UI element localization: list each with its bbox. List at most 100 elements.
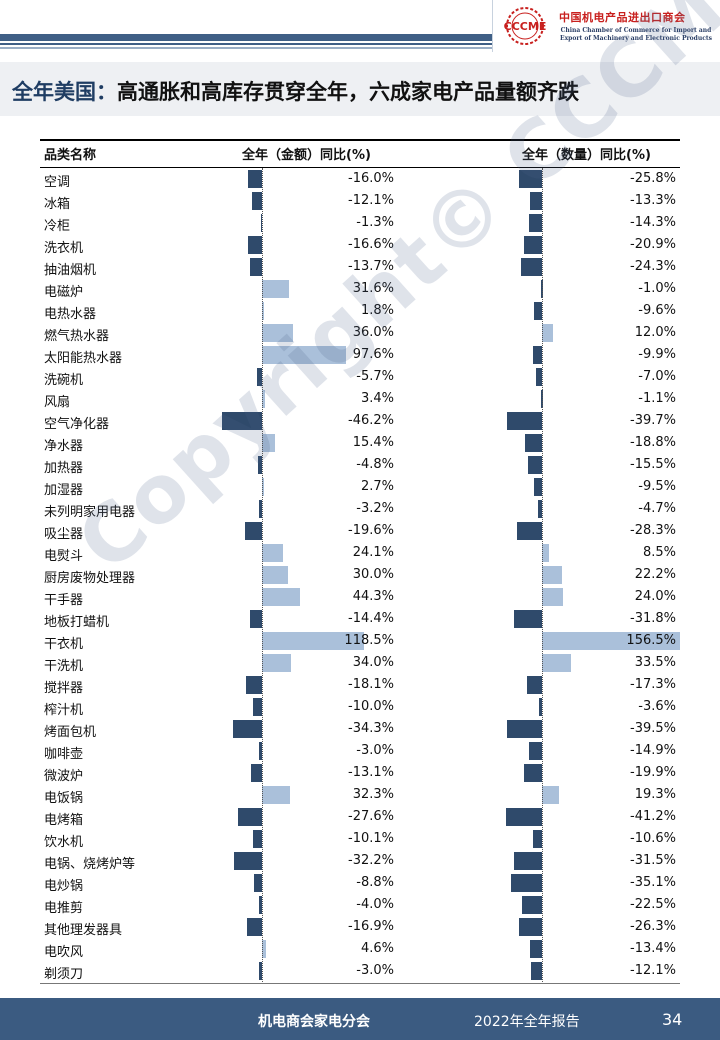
quantity-change: -41.2%: [630, 809, 676, 824]
value-change: -19.6%: [348, 523, 394, 538]
category-name: 电锅、烧烤炉等: [44, 857, 136, 872]
quantity-change: -9.5%: [638, 479, 676, 494]
value-change: -8.8%: [356, 875, 394, 890]
col-header-category: 品类名称: [44, 148, 97, 163]
value-bar: [260, 214, 263, 232]
quantity-bar: [519, 170, 542, 188]
quantity-bar: [528, 742, 542, 760]
table-row: 电饭锅 32.3% 19.3%: [40, 784, 680, 806]
value-bar: [262, 786, 290, 804]
quantity-change: -14.9%: [630, 743, 676, 758]
cccme-logo-icon: CCCME: [504, 7, 546, 45]
quantity-bar: [542, 786, 559, 804]
value-bar: [262, 940, 266, 958]
table-row: 电推剪 -4.0% -22.5%: [40, 894, 680, 916]
title-band: [0, 62, 720, 116]
category-name: 加湿器: [44, 483, 84, 498]
quantity-bar: [541, 390, 543, 408]
table-row: 干手器 44.3% 24.0%: [40, 586, 680, 608]
value-change: -3.0%: [356, 963, 394, 978]
table-row: 加热器 -4.8% -15.5%: [40, 454, 680, 476]
quantity-change: -19.9%: [630, 765, 676, 780]
quantity-bar: [533, 478, 542, 496]
table-row: 燃气热水器 36.0% 12.0%: [40, 322, 680, 344]
table-row: 烤面包机 -34.3% -39.5%: [40, 718, 680, 740]
quantity-bar: [538, 698, 542, 716]
title-prefix: 全年美国：: [12, 80, 117, 104]
value-bar: [262, 566, 288, 584]
category-name: 剃须刀: [44, 967, 84, 982]
quantity-change: 19.3%: [634, 787, 676, 802]
quantity-bar: [526, 676, 542, 694]
quantity-change: -17.3%: [630, 677, 676, 692]
value-bar: [262, 632, 364, 650]
value-change: -16.6%: [348, 237, 394, 252]
table-row: 其他理发器具 -16.9% -26.3%: [40, 916, 680, 938]
category-name: 吸尘器: [44, 527, 84, 542]
quantity-change: -31.5%: [630, 853, 676, 868]
category-name: 电烤箱: [44, 813, 84, 828]
value-bar: [259, 742, 262, 760]
table-row: 吸尘器 -19.6% -28.3%: [40, 520, 680, 542]
page-number: 34: [662, 1010, 683, 1029]
category-name: 搅拌器: [44, 681, 84, 696]
quantity-bar: [532, 830, 542, 848]
quantity-bar: [542, 654, 572, 672]
value-bar: [262, 324, 293, 342]
table-row: 洗碗机 -5.7% -7.0%: [40, 366, 680, 388]
value-change: -10.1%: [348, 831, 394, 846]
value-bar: [246, 676, 262, 694]
col-header-quantity: 全年（数量）同比(%): [522, 148, 651, 163]
value-change: 31.6%: [352, 281, 394, 296]
category-name: 电饭锅: [44, 791, 84, 806]
value-change: 4.6%: [360, 941, 394, 956]
value-change: 32.3%: [352, 787, 394, 802]
value-change: 2.7%: [360, 479, 394, 494]
table-row: 冰箱 -12.1% -13.3%: [40, 190, 680, 212]
quantity-bar: [518, 918, 542, 936]
value-change: -4.0%: [356, 897, 394, 912]
table-bottom-rule: [40, 983, 680, 984]
quantity-bar: [514, 610, 542, 628]
table-row: 电熨斗 24.1% 8.5%: [40, 542, 680, 564]
quantity-change: -35.1%: [630, 875, 676, 890]
quantity-bar: [524, 764, 542, 782]
value-change: -18.1%: [348, 677, 394, 692]
value-bar: [253, 830, 262, 848]
quantity-bar: [514, 852, 542, 870]
value-change: -13.7%: [348, 259, 394, 274]
quantity-bar: [535, 368, 542, 386]
table-row: 电热水器 1.8% -9.6%: [40, 300, 680, 322]
value-bar: [238, 808, 262, 826]
table-row: 电吹风 4.6% -13.4%: [40, 938, 680, 960]
quantity-bar: [517, 522, 542, 540]
quantity-change: 33.5%: [634, 655, 676, 670]
quantity-change: -25.8%: [630, 171, 676, 186]
quantity-bar: [541, 280, 543, 298]
value-change: -16.0%: [348, 171, 394, 186]
value-change: -14.4%: [348, 611, 394, 626]
value-change: -27.6%: [348, 809, 394, 824]
table-row: 洗衣机 -16.6% -20.9%: [40, 234, 680, 256]
category-name: 空调: [44, 175, 71, 190]
quantity-change: -20.9%: [630, 237, 676, 252]
value-bar: [262, 588, 301, 606]
table-row: 空调 -16.0% -25.8%: [40, 168, 680, 190]
page-title: 全年美国：高通胀和高库存贯穿全年，六成家电产品量额齐跌: [12, 76, 579, 106]
value-bar: [262, 346, 346, 364]
value-change: -16.9%: [348, 919, 394, 934]
category-name: 微波炉: [44, 769, 84, 784]
category-name: 冷柜: [44, 219, 71, 234]
category-name: 榨汁机: [44, 703, 84, 718]
value-bar: [250, 764, 262, 782]
value-bar: [249, 610, 262, 628]
category-name: 电炒锅: [44, 879, 84, 894]
category-name: 太阳能热水器: [44, 351, 123, 366]
table-header-rule: [40, 167, 680, 168]
category-name: 咖啡壶: [44, 747, 84, 762]
value-change: 1.8%: [360, 303, 394, 318]
table-row: 榨汁机 -10.0% -3.6%: [40, 696, 680, 718]
category-name: 未列明家用电器: [44, 505, 136, 520]
value-bar: [259, 962, 262, 980]
quantity-bar: [523, 236, 542, 254]
